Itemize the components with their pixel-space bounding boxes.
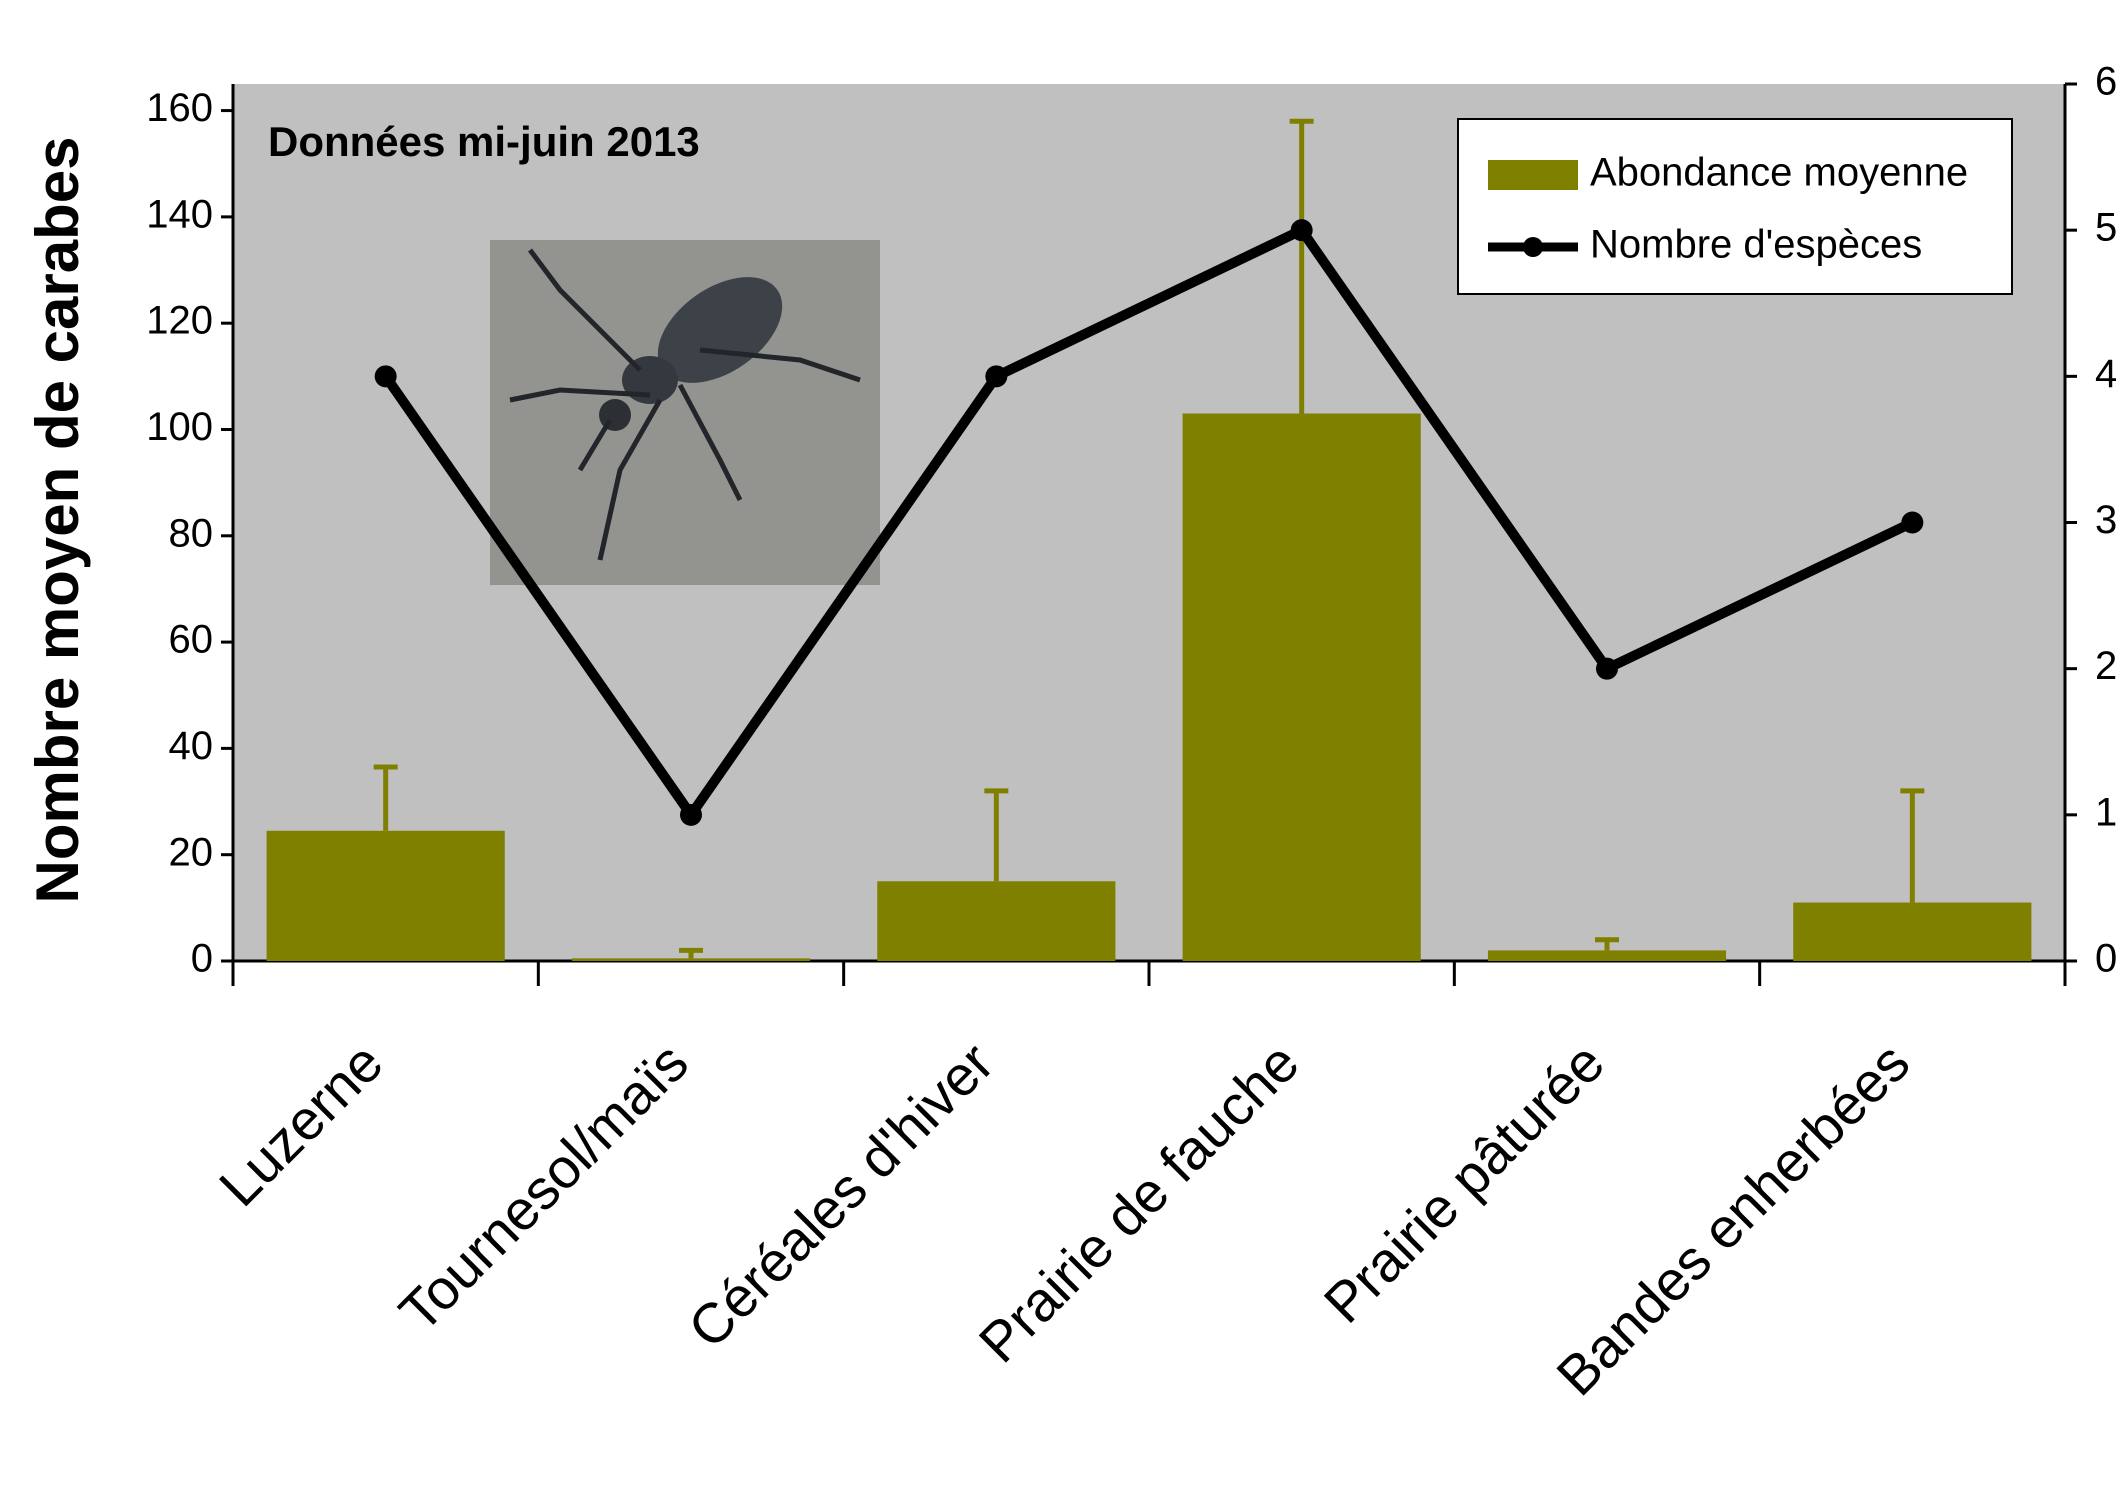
bar	[1793, 903, 2031, 961]
line-point	[985, 365, 1007, 387]
bar	[1488, 950, 1726, 961]
x-tick-label: Prairie de fauche	[967, 1030, 1311, 1374]
legend-label: Nombre d'espèces	[1590, 223, 1922, 267]
bar	[572, 958, 810, 961]
bar	[877, 881, 1115, 961]
y-tick-label: 160	[146, 86, 213, 130]
legend-swatch	[1488, 160, 1578, 190]
y2-tick-label: 2	[2095, 644, 2116, 688]
x-tick-label: Tournesol/maïs	[387, 1030, 700, 1343]
bar	[1183, 414, 1421, 961]
y-tick-label: 20	[169, 830, 214, 874]
y2-tick-label: 0	[2095, 937, 2116, 981]
y-tick-label: 40	[169, 724, 214, 768]
y-tick-label: 140	[146, 192, 213, 236]
annotation: Données mi-juin 2013	[268, 118, 700, 165]
y2-tick-label: 5	[2095, 206, 2116, 250]
y2-tick-label: 1	[2095, 790, 2116, 834]
legend-label: Abondance moyenne	[1590, 151, 1968, 195]
y-tick-label: 80	[169, 511, 214, 555]
y-tick-label: 100	[146, 405, 213, 449]
line-point	[1901, 512, 1923, 534]
y-tick-label: 60	[169, 618, 214, 662]
chart: Données mi-juin 2013 Nombre moyen de car…	[0, 0, 2116, 1508]
legend: Abondance moyenne Nombre d'espèces	[1458, 119, 2012, 294]
y-tick-label: 0	[191, 937, 213, 981]
x-tick-label: Luzerne	[207, 1030, 395, 1218]
legend-marker	[1523, 237, 1543, 257]
beetle-photo	[490, 240, 880, 585]
bar	[267, 831, 505, 961]
line-point	[375, 365, 397, 387]
y2-tick-label: 4	[2095, 352, 2116, 396]
line-point	[1291, 219, 1313, 241]
x-tick-label: Céréales d'hiver	[676, 1030, 1005, 1359]
y-axis-title: Nombre moyen de carabes	[24, 137, 91, 904]
legend-box	[1458, 119, 2012, 294]
y2-tick-label: 6	[2095, 60, 2116, 104]
line-point	[680, 804, 702, 826]
y-tick-label: 120	[146, 299, 213, 343]
x-tick-label: Prairie pâturée	[1312, 1030, 1616, 1334]
y2-tick-label: 3	[2095, 498, 2116, 542]
line-point	[1596, 658, 1618, 680]
